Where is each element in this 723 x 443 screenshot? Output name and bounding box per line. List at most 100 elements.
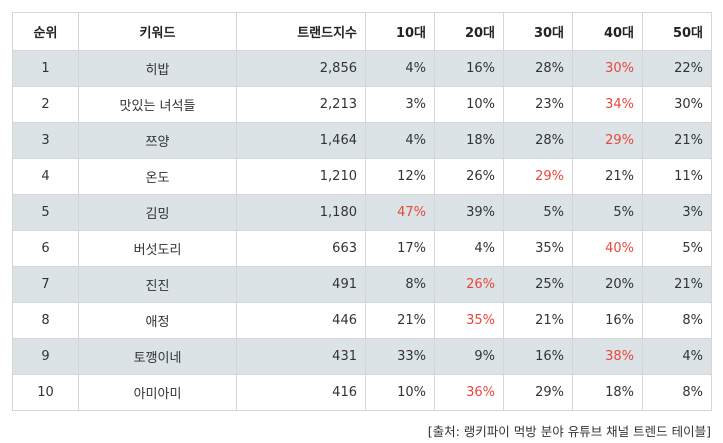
age-10s-cell: 4% [365,50,435,87]
keyword-cell: 온도 [78,158,237,195]
rank-header: 순위 [12,12,79,51]
age-50s-cell: 21% [642,266,712,303]
age-50s-cell: 30% [642,86,712,123]
age-30s-cell: 5% [503,194,573,231]
age-40s-cell: 38% [572,338,643,375]
age-30s-cell: 21% [503,302,573,339]
age-40s-cell: 18% [572,374,643,411]
rank-cell: 2 [12,86,79,123]
age-20s-cell: 36% [434,374,504,411]
age-40s-cell: 21% [572,158,643,195]
age-20s-cell: 35% [434,302,504,339]
age-40s-cell: 40% [572,230,643,267]
table-row: 5 김밍 1,180 47% 39% 5% 5% 3% [12,194,712,231]
table-row: 6 버섯도리 663 17% 4% 35% 40% 5% [12,230,712,267]
age-20s-cell: 4% [434,230,504,267]
age-30s-cell: 35% [503,230,573,267]
rank-cell: 5 [12,194,79,231]
table-row: 2 맛있는 녀석들 2,213 3% 10% 23% 34% 30% [12,86,712,123]
age-30s-cell: 25% [503,266,573,303]
age-30s-cell: 28% [503,122,573,159]
age-20s-cell: 9% [434,338,504,375]
table-row: 3 쯔양 1,464 4% 18% 28% 29% 21% [12,122,712,159]
keyword-cell: 히밥 [78,50,237,87]
age-40s-cell: 5% [572,194,643,231]
table-row: 7 진진 491 8% 26% 25% 20% 21% [12,266,712,303]
rank-cell: 7 [12,266,79,303]
age-40s-cell: 20% [572,266,643,303]
rank-cell: 1 [12,50,79,87]
rank-cell: 4 [12,158,79,195]
rank-cell: 9 [12,338,79,375]
age-40s-cell: 34% [572,86,643,123]
trend-index-cell: 2,213 [236,86,366,123]
trend-index-cell: 1,180 [236,194,366,231]
rank-cell: 10 [12,374,79,411]
header-row: 순위 키워드 트랜드지수 10대 20대 30대 40대 50대 [12,12,712,51]
age-10s-header: 10대 [365,12,435,51]
keyword-cell: 맛있는 녀석들 [78,86,237,123]
age-40s-cell: 30% [572,50,643,87]
age-50s-cell: 21% [642,122,712,159]
age-10s-cell: 21% [365,302,435,339]
keyword-cell: 김밍 [78,194,237,231]
age-30s-cell: 23% [503,86,573,123]
trend-index-cell: 2,856 [236,50,366,87]
trend-table: 순위 키워드 트랜드지수 10대 20대 30대 40대 50대 1 히밥 2,856 4% 16% 2… [12,12,712,411]
table-header: 순위 키워드 트랜드지수 10대 20대 30대 40대 50대 [12,12,712,51]
age-40s-header: 40대 [572,12,643,51]
age-20s-cell: 18% [434,122,504,159]
keyword-cell: 토깽이네 [78,338,237,375]
trend-index-cell: 1,464 [236,122,366,159]
age-10s-cell: 8% [365,266,435,303]
age-50s-cell: 11% [642,158,712,195]
age-40s-cell: 16% [572,302,643,339]
age-20s-cell: 26% [434,266,504,303]
age-50s-header: 50대 [642,12,712,51]
age-50s-cell: 8% [642,374,712,411]
keyword-cell: 아미아미 [78,374,237,411]
source-caption: [출처: 랭키파이 먹방 분야 유튜브 채널 트렌드 테이블] [427,424,711,439]
age-30s-cell: 29% [503,158,573,195]
table-row: 1 히밥 2,856 4% 16% 28% 30% 22% [12,50,712,87]
age-50s-cell: 3% [642,194,712,231]
age-30s-cell: 29% [503,374,573,411]
age-10s-cell: 33% [365,338,435,375]
age-10s-cell: 47% [365,194,435,231]
table-row: 10 아미아미 416 10% 36% 29% 18% 8% [12,374,712,411]
keyword-cell: 쯔양 [78,122,237,159]
age-10s-cell: 12% [365,158,435,195]
age-20s-cell: 16% [434,50,504,87]
age-20s-header: 20대 [434,12,504,51]
keyword-cell: 진진 [78,266,237,303]
trend-index-cell: 446 [236,302,366,339]
table-body: 1 히밥 2,856 4% 16% 28% 30% 22% 2 맛있는 녀석들 2,213 3% 10%… [12,50,712,411]
age-50s-cell: 5% [642,230,712,267]
table-row: 9 토깽이네 431 33% 9% 16% 38% 4% [12,338,712,375]
age-30s-header: 30대 [503,12,573,51]
age-30s-cell: 16% [503,338,573,375]
rank-cell: 8 [12,302,79,339]
keyword-header: 키워드 [78,12,237,51]
table-row: 4 온도 1,210 12% 26% 29% 21% 11% [12,158,712,195]
trend-index-cell: 1,210 [236,158,366,195]
age-40s-cell: 29% [572,122,643,159]
trend-index-cell: 491 [236,266,366,303]
keyword-cell: 애정 [78,302,237,339]
age-20s-cell: 10% [434,86,504,123]
age-50s-cell: 22% [642,50,712,87]
age-30s-cell: 28% [503,50,573,87]
age-50s-cell: 4% [642,338,712,375]
age-20s-cell: 26% [434,158,504,195]
trend-index-cell: 431 [236,338,366,375]
age-50s-cell: 8% [642,302,712,339]
trend-index-cell: 663 [236,230,366,267]
rank-cell: 6 [12,230,79,267]
age-10s-cell: 10% [365,374,435,411]
keyword-cell: 버섯도리 [78,230,237,267]
age-10s-cell: 4% [365,122,435,159]
age-20s-cell: 39% [434,194,504,231]
rank-cell: 3 [12,122,79,159]
age-10s-cell: 3% [365,86,435,123]
